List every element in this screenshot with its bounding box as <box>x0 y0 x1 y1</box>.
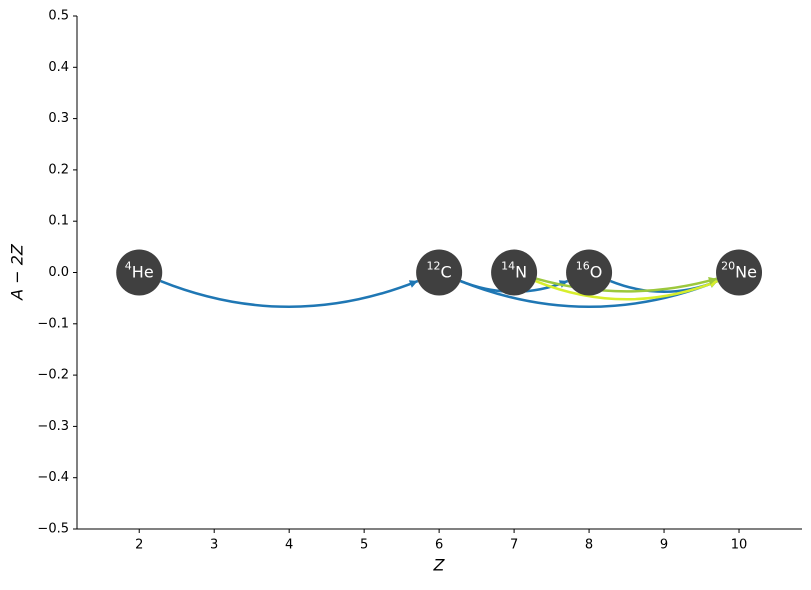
y-tick-label: 0.0 <box>48 265 69 280</box>
nucleus-label: 14N <box>501 260 527 282</box>
mass-number: 12 <box>427 260 441 273</box>
element-symbol: Ne <box>735 262 757 281</box>
y-tick-label: 0.3 <box>48 111 69 126</box>
arrow-head <box>708 277 717 285</box>
element-symbol: He <box>132 262 154 281</box>
nucleus-label: 16O <box>576 260 603 282</box>
arrow-head <box>408 280 418 288</box>
mass-number: 4 <box>125 260 132 273</box>
mass-number: 20 <box>721 260 735 273</box>
x-tick-label: 5 <box>360 538 368 553</box>
rate-link <box>534 279 719 301</box>
element-symbol: O <box>590 262 603 281</box>
nucleus-node <box>716 249 763 296</box>
nucleus-node <box>416 249 463 296</box>
y-tick-label: 0.1 <box>48 214 69 229</box>
y-tick-label: −0.5 <box>37 522 69 537</box>
x-tick-label: 4 <box>285 538 293 553</box>
nucleus-node <box>491 249 538 296</box>
x-tick-label: 8 <box>585 538 593 553</box>
mass-number: 14 <box>501 260 515 273</box>
y-tick-label: 0.2 <box>48 162 69 177</box>
y-tick-label: 0.5 <box>48 9 69 24</box>
y-tick-label: −0.2 <box>37 368 69 383</box>
y-tick-label: −0.4 <box>37 470 69 485</box>
x-tick-label: 3 <box>210 538 218 553</box>
x-tick-label: 6 <box>435 538 443 553</box>
x-tick-label: 9 <box>660 538 668 553</box>
mass-number: 16 <box>576 260 590 273</box>
y-axis-label: A − 2Z <box>8 243 27 301</box>
element-symbol: C <box>441 262 452 281</box>
x-tick-label: 10 <box>731 538 748 553</box>
nucleus-label: 4He <box>125 260 154 282</box>
element-symbol: N <box>515 262 527 281</box>
x-tick-label: 7 <box>510 538 518 553</box>
nucleus-node <box>566 249 613 296</box>
x-axis-label: Z <box>433 556 446 575</box>
rate-link <box>160 279 419 308</box>
nucleus-node <box>116 249 163 296</box>
nucleus-label: 12C <box>427 260 452 282</box>
y-tick-label: −0.3 <box>37 419 69 434</box>
y-tick-label: 0.4 <box>48 60 69 75</box>
x-tick-label: 2 <box>135 538 143 553</box>
rate-link <box>535 277 718 293</box>
nucleus-label: 20Ne <box>721 260 757 282</box>
y-tick-label: −0.1 <box>37 316 69 331</box>
